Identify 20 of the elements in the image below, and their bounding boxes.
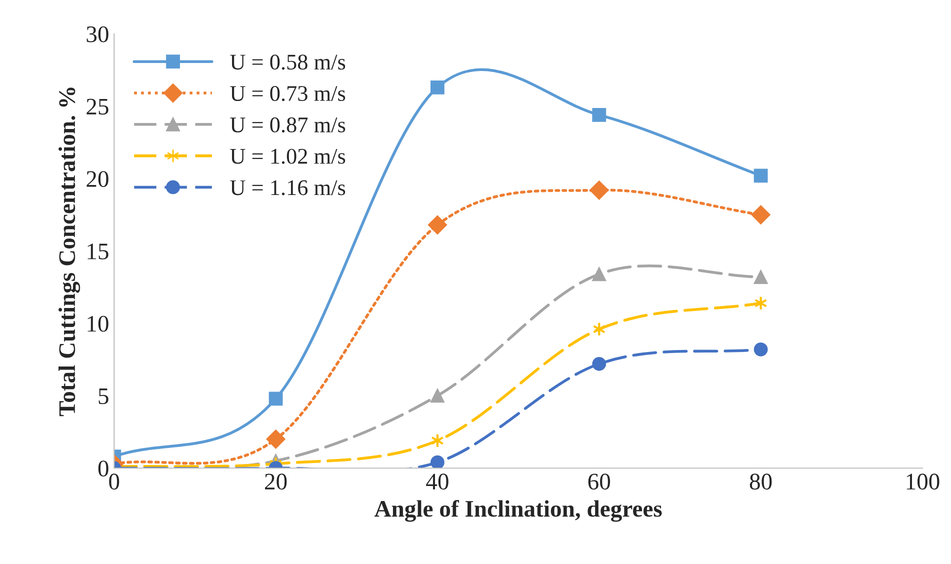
legend-label: U = 0.58 m/s xyxy=(230,54,346,70)
x-tick-label: 100 xyxy=(906,474,940,490)
y-tick-label: 10 xyxy=(88,316,108,332)
x-tick-label: 0 xyxy=(109,474,120,490)
y-tick-label: 20 xyxy=(86,171,108,188)
x-tick-label: 40 xyxy=(426,474,448,490)
y-tick-label: 25 xyxy=(86,98,108,115)
y-tick-label: 15 xyxy=(88,244,108,260)
legend-label: U = 1.02 m/s xyxy=(230,148,346,164)
legend-label: U = 0.87 m/s xyxy=(230,117,346,133)
y-axis-title: Total Cuttings Concentration. % xyxy=(58,88,80,416)
x-axis-title: Angle of Inclination, degrees xyxy=(374,500,662,522)
legend-label: U = 0.73 m/s xyxy=(230,86,346,102)
legend-label: U = 1.16 m/s xyxy=(230,180,346,196)
x-tick-label: 80 xyxy=(750,474,772,490)
y-tick-label: 5 xyxy=(98,388,108,404)
y-tick-label: 0 xyxy=(98,460,108,477)
x-tick-label: 60 xyxy=(588,474,610,490)
y-tick-label: 30 xyxy=(86,26,108,42)
x-tick-label: 20 xyxy=(265,474,287,490)
